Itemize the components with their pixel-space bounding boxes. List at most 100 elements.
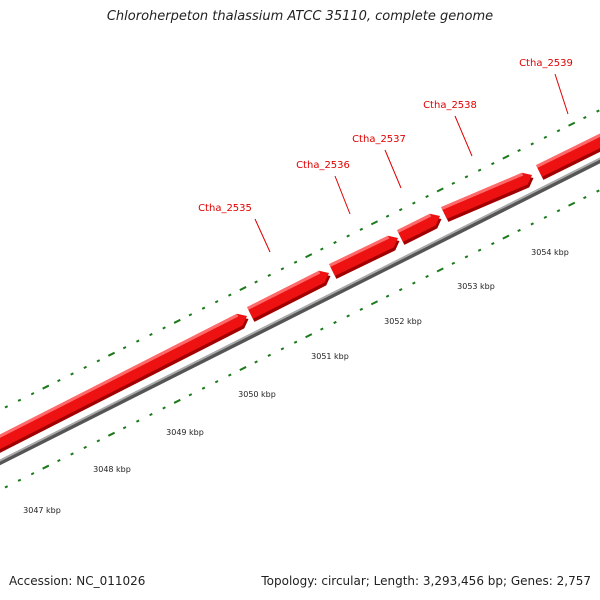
minor-tick <box>385 294 390 298</box>
minor-tick <box>490 242 495 246</box>
minor-tick <box>333 320 337 325</box>
major-tick <box>568 201 576 207</box>
major-tick <box>107 431 116 437</box>
gene-label: Ctha_2538 <box>423 100 477 111</box>
major-tick <box>42 464 50 470</box>
minor-tick <box>228 373 232 377</box>
minor-tick <box>214 380 219 384</box>
minor-tick <box>385 214 390 218</box>
minor-tick <box>556 209 561 213</box>
minor-tick <box>201 386 206 390</box>
scale-label: 3052 kbp <box>384 317 422 326</box>
minor-tick <box>188 313 193 317</box>
minor-tick <box>17 398 22 402</box>
minor-tick <box>530 222 535 226</box>
gene-label-leader <box>254 218 271 253</box>
genome-backbone <box>0 157 600 466</box>
gene-label-leader <box>454 115 473 157</box>
major-tick <box>436 187 444 193</box>
minor-tick <box>333 240 337 245</box>
gene-arrow-Ctha_2535 <box>247 270 331 322</box>
minor-tick <box>596 189 600 193</box>
minor-tick <box>267 353 272 357</box>
minor-tick <box>267 273 272 277</box>
genome-summary-text: Topology: circular; Length: 3,293,456 bp… <box>261 574 591 588</box>
gene-label: Ctha_2537 <box>352 134 406 145</box>
scale-label: 3049 kbp <box>166 428 204 437</box>
gene-label: Ctha_2536 <box>296 160 350 171</box>
accession-text: Accession: NC_011026 <box>9 574 146 588</box>
minor-tick <box>346 314 350 318</box>
major-tick <box>239 286 247 291</box>
gene-label-leader <box>334 175 351 215</box>
minor-tick <box>530 142 535 146</box>
minor-tick <box>346 234 350 238</box>
minor-tick <box>293 340 298 344</box>
major-tick <box>305 333 313 339</box>
minor-tick <box>228 293 232 297</box>
minor-tick <box>398 208 403 212</box>
minor-tick <box>451 261 456 265</box>
inner-tick-track <box>4 189 600 489</box>
minor-tick <box>254 360 258 364</box>
minor-tick <box>83 445 87 449</box>
map-title: Chloroherpeton thalassium ATCC 35110, co… <box>106 9 494 24</box>
minor-tick <box>517 228 521 233</box>
minor-tick <box>57 458 61 463</box>
outer-tick-track <box>4 109 600 409</box>
scale-label: 3047 kbp <box>23 506 61 515</box>
minor-tick <box>254 280 258 284</box>
minor-tick <box>293 260 298 264</box>
gene-label-leader <box>384 149 402 189</box>
major-tick <box>173 318 181 324</box>
minor-tick <box>149 332 153 337</box>
minor-tick <box>122 346 127 350</box>
minor-tick <box>280 267 285 271</box>
gene-arrow-Ctha_2538 <box>441 172 534 222</box>
gene-arrow-long <box>0 313 249 453</box>
minor-tick <box>320 327 324 331</box>
minor-tick <box>451 181 456 185</box>
major-tick <box>42 384 50 390</box>
minor-tick <box>17 478 22 482</box>
minor-tick <box>583 196 587 200</box>
gene-track <box>0 133 600 453</box>
minor-tick <box>543 135 548 139</box>
major-tick <box>502 154 510 160</box>
gene-label: Ctha_2539 <box>519 58 573 69</box>
gene-arrow-Ctha_2536 <box>329 235 400 279</box>
minor-tick <box>201 306 206 310</box>
minor-tick <box>135 419 140 423</box>
minor-tick <box>83 365 87 369</box>
major-tick <box>239 366 247 371</box>
minor-tick <box>320 247 324 251</box>
minor-tick <box>543 215 548 219</box>
minor-tick <box>398 288 403 292</box>
minor-tick <box>412 281 416 285</box>
major-tick <box>370 300 379 306</box>
minor-tick <box>359 307 364 311</box>
scale-label: 3053 kbp <box>457 282 495 291</box>
major-tick <box>173 398 181 404</box>
minor-tick <box>57 378 61 383</box>
major-tick <box>502 234 510 240</box>
minor-tick <box>162 406 166 410</box>
scale-label-layer: 3047 kbp 3048 kbp 3049 kbp 3050 kbp 3051 kbp… <box>23 248 569 515</box>
minor-tick <box>96 439 101 443</box>
minor-tick <box>517 148 521 153</box>
minor-tick <box>412 201 416 205</box>
scale-label: 3054 kbp <box>531 248 569 257</box>
minor-tick <box>30 472 35 476</box>
gene-label-layer: Ctha_2535 Ctha_2536 Ctha_2537 Ctha_2538 Ctha… <box>198 58 573 253</box>
minor-tick <box>188 393 193 397</box>
minor-tick <box>477 248 482 252</box>
scale-label: 3050 kbp <box>238 390 276 399</box>
minor-tick <box>149 412 153 417</box>
major-tick <box>370 220 379 226</box>
minor-tick <box>135 339 140 343</box>
minor-tick <box>477 168 482 172</box>
minor-tick <box>70 372 74 376</box>
gene-arrow-Ctha_2539 <box>536 133 600 180</box>
gene-arrow-Ctha_2537 <box>397 213 442 245</box>
